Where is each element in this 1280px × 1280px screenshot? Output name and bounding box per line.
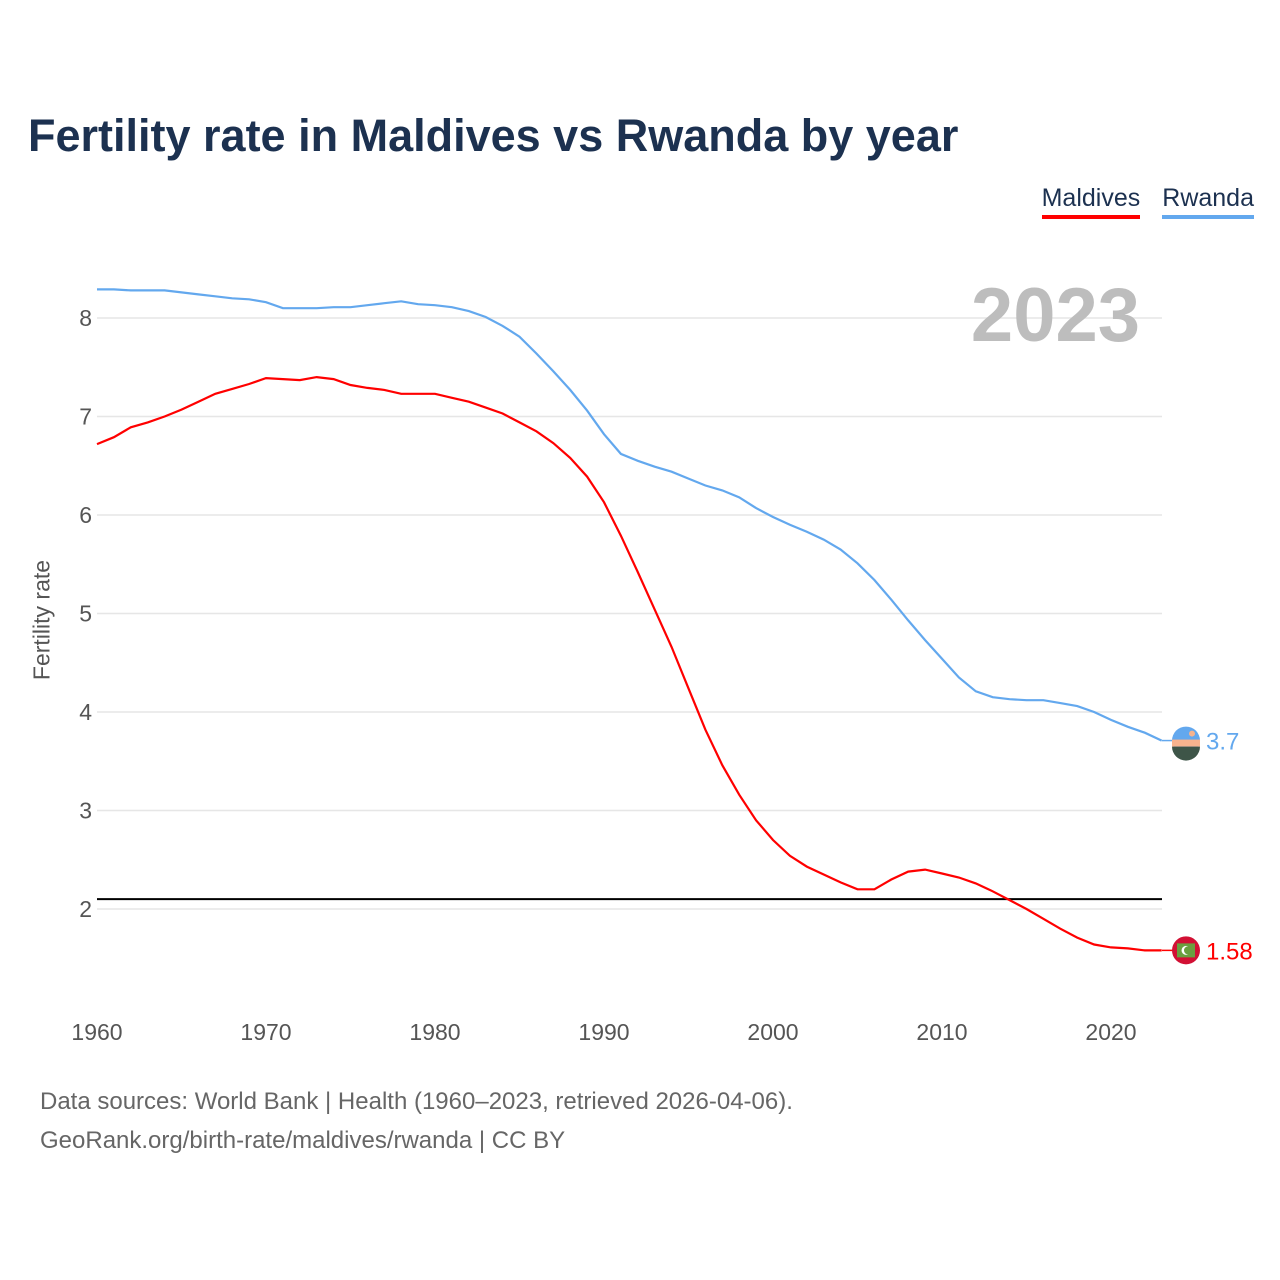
x-tick-label: 1990 xyxy=(578,1019,629,1045)
y-tick-label: 5 xyxy=(79,601,92,627)
footer-sources: Data sources: World Bank | Health (1960–… xyxy=(40,1088,793,1115)
y-tick-label: 6 xyxy=(79,502,92,528)
flag-sun xyxy=(1189,730,1195,737)
y-tick-label: 3 xyxy=(79,798,92,824)
x-tick-label: 2010 xyxy=(916,1019,967,1045)
x-tick-label: 1970 xyxy=(240,1019,291,1045)
x-tick-label: 1960 xyxy=(71,1019,122,1045)
x-tick-label: 2020 xyxy=(1085,1019,1136,1045)
legend-maldives[interactable]: Maldives xyxy=(1041,184,1141,219)
end-value-label-rwanda: 3.7 xyxy=(1206,729,1239,756)
y-tick-label: 8 xyxy=(79,305,92,331)
series-line-maldives xyxy=(96,375,1162,952)
y-tick-label: 2 xyxy=(79,896,92,922)
current-year-label: 2023 xyxy=(970,273,1140,358)
x-tick-label: 1980 xyxy=(409,1019,460,1045)
chart-title: Fertility rate in Maldives vs Rwanda by … xyxy=(28,110,959,161)
end-value-label-maldives: 1.58 xyxy=(1206,938,1253,965)
y-tick-label: 4 xyxy=(79,699,92,725)
flag-crescent-cut xyxy=(1184,946,1192,955)
y-axis-label: Fertility rate xyxy=(28,559,55,681)
flag-stripe xyxy=(1172,739,1200,747)
x-tick-label: 2000 xyxy=(747,1019,798,1045)
legend-rwanda[interactable]: Rwanda xyxy=(1162,184,1254,219)
footer-link[interactable]: GeoRank.org/birth-rate/maldives/rwanda |… xyxy=(40,1127,566,1154)
flag-stripe xyxy=(1172,746,1200,761)
legend: Maldives Rwanda xyxy=(1041,184,1254,219)
y-tick-label: 7 xyxy=(79,404,92,430)
series-line-rwanda xyxy=(97,288,1163,742)
